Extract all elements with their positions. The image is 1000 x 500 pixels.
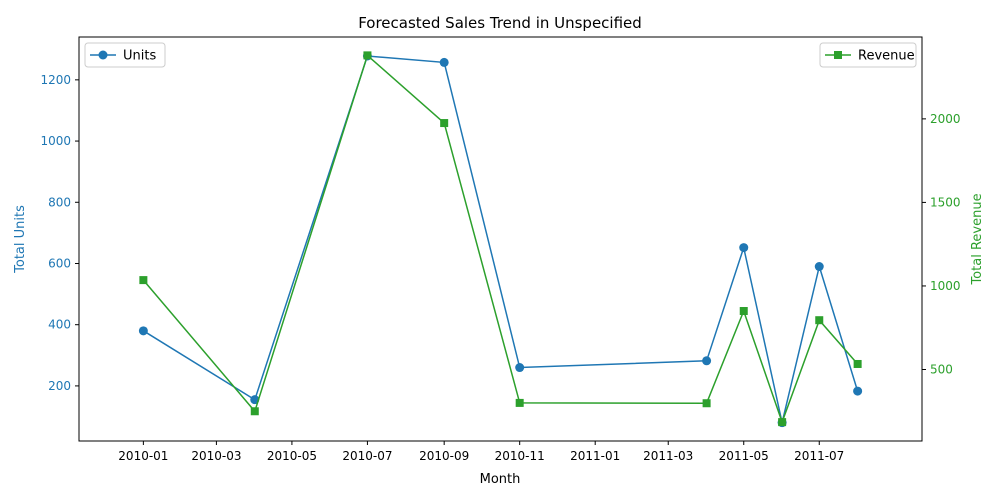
right-y-tick-label: 2000 bbox=[930, 112, 961, 126]
legend-revenue: Revenue bbox=[819, 42, 917, 68]
right-y-tick-label: 500 bbox=[930, 362, 953, 376]
revenue-point bbox=[139, 276, 148, 285]
right-y-axis-title: Total Revenue bbox=[970, 193, 985, 285]
left-y-axis: 200 400 600 800 1000 1200 bbox=[40, 73, 79, 393]
legend-label: Units bbox=[123, 49, 156, 64]
legend-units: Units bbox=[84, 42, 166, 68]
x-tick-label: 2011-05 bbox=[719, 449, 769, 463]
x-tick-label: 2010-01 bbox=[118, 449, 168, 463]
legend-box bbox=[84, 42, 166, 68]
revenue-point bbox=[778, 418, 787, 427]
x-tick-label: 2011-07 bbox=[794, 449, 844, 463]
units-point bbox=[739, 243, 749, 253]
units-point bbox=[138, 326, 148, 336]
plot-area bbox=[78, 36, 923, 442]
left-y-tick-label: 1000 bbox=[40, 134, 71, 148]
legend-marker bbox=[834, 51, 842, 59]
x-tick-label: 2011-01 bbox=[570, 449, 620, 463]
revenue-point bbox=[739, 307, 748, 316]
x-tick-label: 2010-11 bbox=[495, 449, 545, 463]
right-y-tick-label: 1500 bbox=[930, 195, 961, 209]
revenue-point bbox=[440, 119, 449, 128]
left-y-tick-label: 400 bbox=[48, 318, 71, 332]
x-axis-title: Month bbox=[480, 472, 521, 487]
x-tick-label: 2010-07 bbox=[342, 449, 392, 463]
x-axis: 2010-01 2010-03 2010-05 2010-07 2010-09 2010-… bbox=[118, 441, 844, 463]
left-y-tick-label: 800 bbox=[48, 195, 71, 209]
revenue-point bbox=[515, 398, 524, 407]
legend-marker bbox=[98, 50, 108, 60]
series-layer bbox=[138, 51, 863, 428]
right-y-tick-label: 1000 bbox=[930, 279, 961, 293]
x-tick-label: 2010-09 bbox=[419, 449, 469, 463]
x-tick-label: 2010-05 bbox=[267, 449, 317, 463]
revenue-point bbox=[363, 51, 372, 60]
left-y-tick-label: 600 bbox=[48, 256, 71, 270]
right-y-axis: 500 1000 1500 2000 bbox=[922, 112, 961, 376]
x-tick-label: 2011-03 bbox=[643, 449, 693, 463]
units-point bbox=[853, 386, 863, 396]
units-point bbox=[515, 363, 525, 373]
left-y-tick-label: 200 bbox=[48, 379, 71, 393]
legend-box bbox=[819, 42, 917, 68]
revenue-point bbox=[702, 399, 711, 408]
revenue-line bbox=[142, 54, 859, 425]
units-line bbox=[143, 55, 859, 423]
units-point bbox=[702, 356, 712, 366]
revenue-point bbox=[815, 316, 824, 325]
units-point bbox=[814, 262, 824, 272]
x-tick-label: 2010-03 bbox=[191, 449, 241, 463]
legend-label: Revenue bbox=[858, 49, 915, 64]
left-y-axis-title: Total Units bbox=[13, 205, 28, 274]
revenue-point bbox=[853, 359, 862, 368]
chart-title: Forecasted Sales Trend in Unspecified bbox=[358, 14, 642, 32]
revenue-point bbox=[250, 407, 259, 416]
left-y-tick-label: 1200 bbox=[40, 73, 71, 87]
units-point bbox=[439, 57, 449, 67]
